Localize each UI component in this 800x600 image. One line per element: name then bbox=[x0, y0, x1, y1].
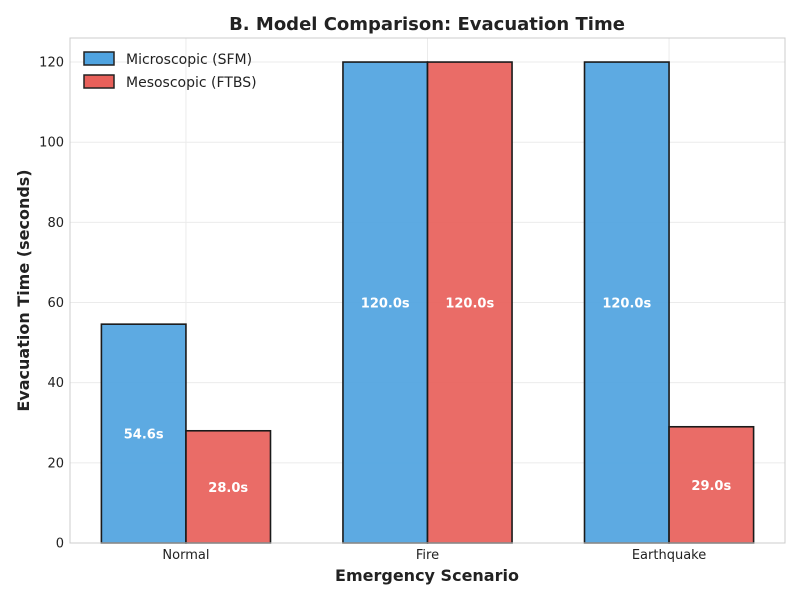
legend: Microscopic (SFM) Mesoscopic (FTBS) bbox=[83, 51, 257, 91]
data-label: 29.0s bbox=[691, 479, 731, 494]
y-tick-label: 60 bbox=[47, 296, 64, 311]
plot-frame bbox=[69, 37, 786, 544]
x-tick-label: Normal bbox=[162, 548, 209, 563]
data-label: 120.0s bbox=[445, 297, 494, 312]
x-axis-label: Emergency Scenario bbox=[335, 566, 519, 585]
data-labels: 54.6s 120.0s 120.0s 28.0s 120.0s 29.0s bbox=[124, 297, 732, 496]
y-tick-label: 100 bbox=[39, 136, 64, 151]
bar-series-1-fire bbox=[426, 61, 513, 544]
bar-series-1-earthquake bbox=[668, 425, 755, 544]
x-tick-label: Earthquake bbox=[632, 548, 706, 563]
data-label: 28.0s bbox=[208, 481, 248, 496]
legend-label-0: Microscopic (SFM) bbox=[126, 52, 252, 68]
data-label: 54.6s bbox=[124, 428, 164, 443]
data-label: 120.0s bbox=[361, 297, 410, 312]
legend-label-1: Mesoscopic (FTBS) bbox=[126, 75, 257, 91]
y-tick-label: 20 bbox=[47, 456, 64, 471]
y-tick-label: 40 bbox=[47, 376, 64, 391]
y-tick-label: 0 bbox=[56, 537, 64, 552]
y-axis-label: Evacuation Time (seconds) bbox=[14, 169, 33, 411]
legend-swatch-0 bbox=[83, 51, 115, 66]
y-tick-label: 80 bbox=[47, 216, 64, 231]
chart-title: B. Model Comparison: Evacuation Time bbox=[229, 14, 625, 35]
data-label: 120.0s bbox=[602, 297, 651, 312]
bar-series-0-fire bbox=[342, 61, 429, 544]
tick-labels: 0 20 40 60 80 100 120 Normal Fire Earthquake bbox=[39, 56, 706, 563]
y-tick-label: 120 bbox=[39, 56, 64, 71]
legend-swatch-1 bbox=[83, 74, 115, 89]
bar-series-1-normal bbox=[185, 429, 272, 544]
x-tick-label: Fire bbox=[416, 548, 439, 563]
